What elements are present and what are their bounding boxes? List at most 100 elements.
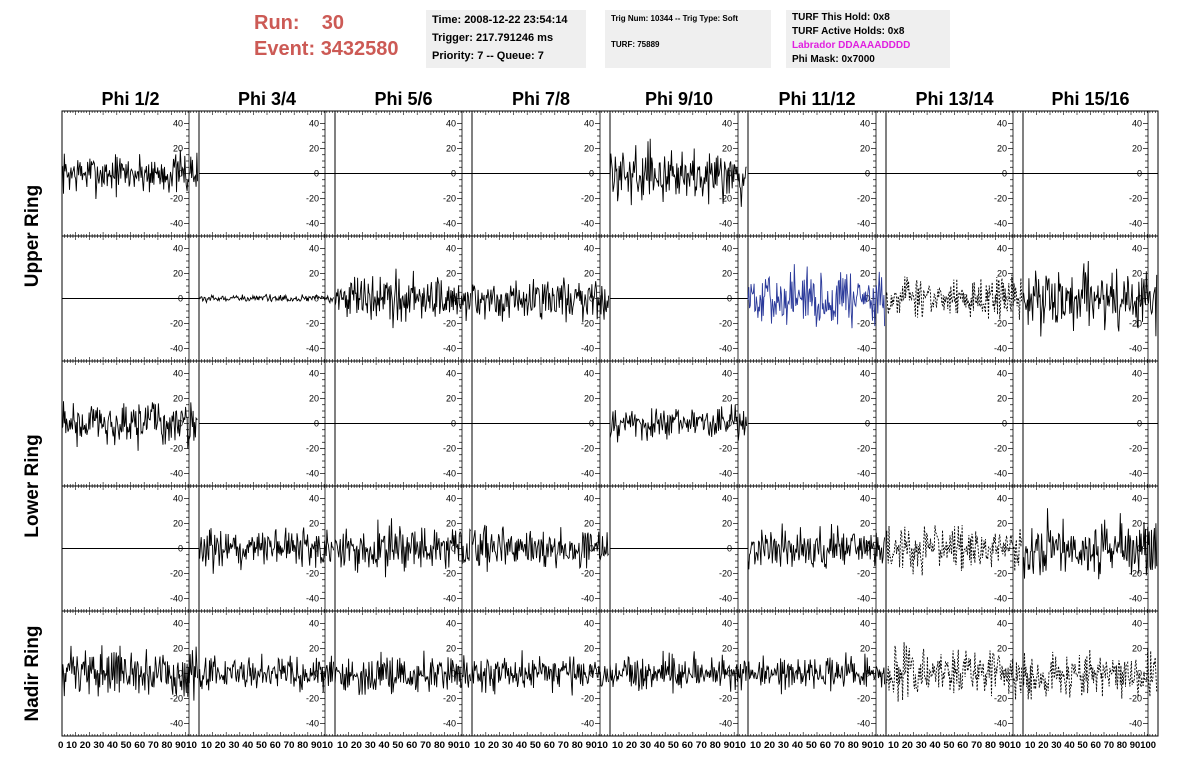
panel-r5-c4-waveform: [471, 650, 610, 696]
panel-r5-c2-waveform: [198, 653, 335, 693]
panel-r2-c7-ytick-label: 40: [997, 244, 1007, 254]
panel-r4-c8-ytick-label: 20: [1132, 519, 1142, 529]
column-header-3: Phi 5/6: [374, 89, 432, 109]
panel-r4-c5-ytick-label: 40: [722, 494, 732, 504]
panel-r4-c7-ytick-label: 20: [997, 519, 1007, 529]
turf-text: TURF: 75889: [611, 40, 660, 49]
panel-r3-c6-ytick-label: 40: [860, 369, 870, 379]
panel-r3-c3-ytick-label: 20: [446, 394, 456, 404]
panel-r3-c3-ytick-label: -40: [443, 469, 456, 479]
panel-r3-c5-waveform: [609, 404, 748, 443]
panel-r2-c4-ytick-label: -20: [581, 319, 594, 329]
panel-r5-c4-ytick-label: -20: [581, 694, 594, 704]
panel-r4-c8-ytick-label: -40: [1129, 594, 1142, 604]
panel-r4-c2-ytick-label: -20: [306, 569, 319, 579]
panel-r1-c4-ytick-label: 40: [584, 119, 594, 129]
panel-r5-c7-ytick-label: -40: [994, 719, 1007, 729]
panel-r1-c8-ytick-label: 40: [1132, 119, 1142, 129]
panel-r4-c3-ytick-label: 0: [451, 544, 456, 554]
panel-r3-c2-ytick-label: -20: [306, 444, 319, 454]
panel-r5-c6-ytick-label: 40: [860, 619, 870, 629]
row-label-upper-ring: Upper Ring: [22, 185, 43, 287]
column-header-1: Phi 1/2: [101, 89, 159, 109]
panel-r1-c2-ytick-label: 40: [309, 119, 319, 129]
panel-r5-c2-ytick-label: -20: [306, 694, 319, 704]
panel-r5-c2-ytick-label: 40: [309, 619, 319, 629]
panel-r3-c8-ytick-label: 20: [1132, 394, 1142, 404]
priority-text: Priority: 7 -- Queue: 7: [432, 50, 544, 62]
row-label-lower-ring: Lower Ring: [22, 434, 43, 537]
panel-r1-c1-ytick-label: -40: [170, 219, 183, 229]
panel-r3-c3-ytick-label: 40: [446, 369, 456, 379]
panel-r2-c6-ytick-label: 40: [860, 244, 870, 254]
panel-r5-c4-ytick-label: -40: [581, 719, 594, 729]
panel-r1-c5-ytick-label: -20: [719, 194, 732, 204]
trigger-text: Trigger: 217.791246 ms: [432, 32, 554, 44]
panel-r2-c7-ytick-label: -20: [994, 319, 1007, 329]
panel-r4-c4-ytick-label: -40: [581, 594, 594, 604]
panel-r1-c6-ytick-label: 40: [860, 119, 870, 129]
panel-r5-c6-waveform: [747, 652, 886, 695]
panel-r1-c3-ytick-label: -40: [443, 219, 456, 229]
panel-r2-c3-ytick-label: 20: [446, 269, 456, 279]
panel-r4-c7-ytick-label: -40: [994, 594, 1007, 604]
panel-r1-c1-ytick-label: -20: [170, 194, 183, 204]
panel-r5-c2-ytick-label: 20: [309, 644, 319, 654]
panel-r2-c1-ytick-label: 20: [173, 269, 183, 279]
panel-r2-c8-ytick-label: -40: [1129, 344, 1142, 354]
panel-r1-c8-ytick-label: -40: [1129, 219, 1142, 229]
panel-r1-c3-ytick-label: 40: [446, 119, 456, 129]
panel-r4-c8-waveform: [1022, 508, 1158, 580]
panel-r3-c7-ytick-label: -20: [994, 444, 1007, 454]
panel-r3-c2-ytick-label: 40: [309, 369, 319, 379]
panel-r4-c4-waveform: [471, 524, 609, 572]
panel-r4-c3-waveform: [334, 518, 471, 578]
panel-r3-c5-ytick-label: 20: [722, 394, 732, 404]
time-info-box: Time: 2008-12-22 23:54:14 Trigger: 217.7…: [426, 10, 586, 68]
panel-r3-c4-ytick-label: -40: [581, 469, 594, 479]
time-text: Time: 2008-12-22 23:54:14: [432, 14, 568, 26]
panel-r4-c3-ytick-label: -20: [443, 569, 456, 579]
panel-r2-c2-ytick-label: -40: [306, 344, 319, 354]
panel-r3-c6-ytick-label: -40: [857, 469, 870, 479]
panel-r5-c1-ytick-label: 0: [178, 669, 183, 679]
panel-r4-c6-ytick-label: 40: [860, 494, 870, 504]
panel-r2-c4-ytick-label: 40: [584, 244, 594, 254]
panel-r2-c7-ytick-label: 0: [1002, 294, 1007, 304]
panel-r5-c5-ytick-label: 20: [722, 644, 732, 654]
panel-r4-c7-ytick-label: -20: [994, 569, 1007, 579]
panel-r5-c5-waveform: [609, 650, 748, 694]
panel-r2-c4-ytick-label: 0: [589, 294, 594, 304]
trig-info-box: Trig Num: 10344 -- Trig Type: Soft TURF:…: [605, 10, 771, 68]
panel-r5-c5-ytick-label: 40: [722, 619, 732, 629]
panel-r5-c5-ytick-label: -40: [719, 719, 732, 729]
panel-r4-c6-ytick-label: -40: [857, 594, 870, 604]
column-header-4: Phi 7/8: [512, 89, 570, 109]
panel-r4-c6-waveform: [747, 523, 886, 570]
panel-r2-c8-ytick-label: 20: [1132, 269, 1142, 279]
panel-r4-c6-ytick-label: 20: [860, 519, 870, 529]
panel-r5-c6-ytick-label: -40: [857, 719, 870, 729]
panel-r1-c7-ytick-label: 20: [997, 144, 1007, 154]
panel-r3-c2-ytick-label: 20: [309, 394, 319, 404]
panel-r3-c1-ytick-label: -40: [170, 469, 183, 479]
panel-r1-c2-ytick-label: 20: [309, 144, 319, 154]
panel-r4-c3-ytick-label: 20: [446, 519, 456, 529]
panel-r4-c1-ytick-label: 40: [173, 494, 183, 504]
panel-r2-c5-ytick-label: 40: [722, 244, 732, 254]
panel-r4-c5-ytick-label: -20: [719, 569, 732, 579]
panel-r1-c1-ytick-label: 40: [173, 119, 183, 129]
panel-r3-c6-ytick-label: -20: [857, 444, 870, 454]
trig-num-text: Trig Num: 10344 -- Trig Type: Soft: [611, 14, 738, 23]
panel-r5-c4-ytick-label: 40: [584, 619, 594, 629]
panel-r4-c4-ytick-label: 40: [584, 494, 594, 504]
panel-r1-c3-ytick-label: -20: [443, 194, 456, 204]
panel-r2-c7-waveform: [885, 274, 1023, 320]
panel-r5-c3-ytick-label: 0: [451, 669, 456, 679]
panel-r3-c4-ytick-label: -20: [581, 444, 594, 454]
panel-r2-c5-ytick-label: 20: [722, 269, 732, 279]
panel-r1-c1-ytick-label: 0: [178, 169, 183, 179]
column-header-8: Phi 15/16: [1051, 89, 1129, 109]
panel-r3-c5-ytick-label: 40: [722, 369, 732, 379]
